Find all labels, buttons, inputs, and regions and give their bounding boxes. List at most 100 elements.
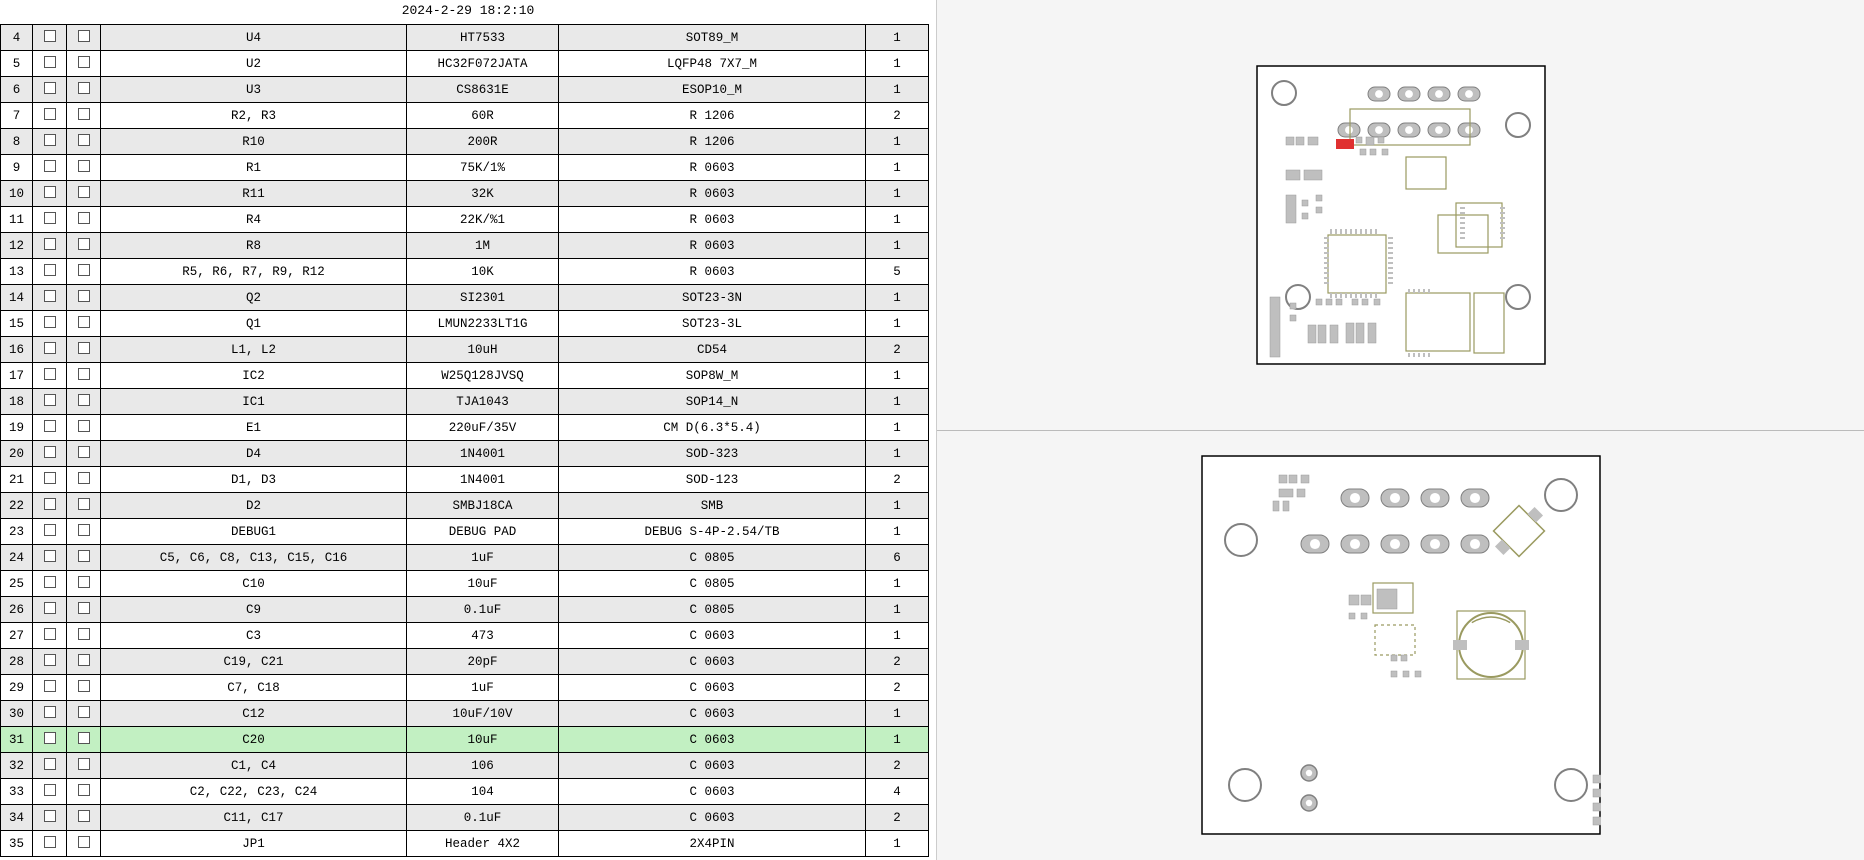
checkbox-icon[interactable] (78, 30, 90, 42)
checkbox-icon[interactable] (44, 394, 56, 406)
table-row[interactable]: 26C90.1uFC 08051 (1, 597, 929, 623)
pcb-top-canvas[interactable] (1256, 65, 1546, 365)
checkbox-icon[interactable] (78, 368, 90, 380)
checkbox-icon[interactable] (44, 368, 56, 380)
checkbox-icon[interactable] (44, 706, 56, 718)
checkbox-icon[interactable] (44, 108, 56, 120)
checkbox-icon[interactable] (78, 784, 90, 796)
table-row[interactable]: 15Q1LMUN2233LT1GSOT23-3L1 (1, 311, 929, 337)
checkbox-icon[interactable] (44, 472, 56, 484)
table-row[interactable]: 27C3473C 06031 (1, 623, 929, 649)
checkbox-icon[interactable] (44, 446, 56, 458)
checkbox-icon[interactable] (44, 628, 56, 640)
checkbox-icon[interactable] (78, 342, 90, 354)
checkbox-icon[interactable] (44, 160, 56, 172)
checkbox-icon[interactable] (44, 836, 56, 848)
table-row[interactable]: 10R1132KR 06031 (1, 181, 929, 207)
checkbox-icon[interactable] (78, 706, 90, 718)
checkbox-icon[interactable] (78, 82, 90, 94)
checkbox-icon[interactable] (44, 654, 56, 666)
checkbox-icon[interactable] (78, 212, 90, 224)
checkbox-icon[interactable] (44, 680, 56, 692)
checkbox-icon[interactable] (78, 524, 90, 536)
table-row[interactable]: 22D2SMBJ18CASMB1 (1, 493, 929, 519)
table-row[interactable]: 18IC1TJA1043SOP14_N1 (1, 389, 929, 415)
checkbox-icon[interactable] (78, 186, 90, 198)
checkbox-icon[interactable] (78, 134, 90, 146)
checkbox-icon[interactable] (44, 550, 56, 562)
table-row[interactable]: 16L1, L210uHCD542 (1, 337, 929, 363)
table-row[interactable]: 28C19, C2120pFC 06032 (1, 649, 929, 675)
checkbox-icon[interactable] (44, 420, 56, 432)
checkbox-icon[interactable] (44, 290, 56, 302)
checkbox-icon[interactable] (44, 576, 56, 588)
checkbox-icon[interactable] (78, 602, 90, 614)
table-row[interactable]: 23DEBUG1DEBUG PADDEBUG S-4P-2.54/TB1 (1, 519, 929, 545)
table-row[interactable]: 8R10200RR 12061 (1, 129, 929, 155)
pcb-bottom-view[interactable] (937, 431, 1864, 860)
table-row[interactable]: 34C11, C170.1uFC 06032 (1, 805, 929, 831)
checkbox-icon[interactable] (44, 56, 56, 68)
checkbox-icon[interactable] (44, 316, 56, 328)
checkbox-icon[interactable] (78, 316, 90, 328)
checkbox-icon[interactable] (44, 186, 56, 198)
checkbox-icon[interactable] (44, 134, 56, 146)
table-row[interactable]: 31C2010uFC 06031 (1, 727, 929, 753)
table-row[interactable]: 9R175K/1%R 06031 (1, 155, 929, 181)
table-row[interactable]: 17IC2W25Q128JVSQSOP8W_M1 (1, 363, 929, 389)
checkbox-icon[interactable] (44, 758, 56, 770)
checkbox-icon[interactable] (78, 472, 90, 484)
table-row[interactable]: 19E1220uF/35VCM D(6.3*5.4)1 (1, 415, 929, 441)
checkbox-icon[interactable] (44, 810, 56, 822)
table-row[interactable]: 21D1, D31N4001SOD-1232 (1, 467, 929, 493)
table-row[interactable]: 24C5, C6, C8, C13, C15, C161uFC 08056 (1, 545, 929, 571)
pcb-bottom-canvas[interactable] (1201, 455, 1601, 835)
pcb-top-view[interactable] (937, 0, 1864, 430)
checkbox-icon[interactable] (78, 836, 90, 848)
table-row[interactable]: 12R81MR 06031 (1, 233, 929, 259)
checkbox-icon[interactable] (44, 732, 56, 744)
table-row[interactable]: 35JP1Header 4X22X4PIN1 (1, 831, 929, 857)
table-row[interactable]: 33C2, C22, C23, C24104C 06034 (1, 779, 929, 805)
checkbox-icon[interactable] (44, 212, 56, 224)
table-row[interactable]: 20D41N4001SOD-3231 (1, 441, 929, 467)
checkbox-icon[interactable] (44, 264, 56, 276)
checkbox-icon[interactable] (78, 290, 90, 302)
checkbox-icon[interactable] (78, 420, 90, 432)
table-row[interactable]: 30C1210uF/10VC 06031 (1, 701, 929, 727)
checkbox-icon[interactable] (44, 784, 56, 796)
checkbox-icon[interactable] (44, 342, 56, 354)
bom-table-scroll[interactable]: 4U4HT7533SOT89_M15U2HC32F072JATALQFP48 7… (0, 24, 936, 860)
table-row[interactable]: 5U2HC32F072JATALQFP48 7X7_M1 (1, 51, 929, 77)
table-row[interactable]: 14Q2SI2301SOT23-3N1 (1, 285, 929, 311)
table-row[interactable]: 25C1010uFC 08051 (1, 571, 929, 597)
checkbox-icon[interactable] (78, 654, 90, 666)
table-row[interactable]: 4U4HT7533SOT89_M1 (1, 25, 929, 51)
checkbox-icon[interactable] (44, 238, 56, 250)
table-row[interactable]: 6U3CS8631EESOP10_M1 (1, 77, 929, 103)
checkbox-icon[interactable] (78, 446, 90, 458)
table-row[interactable]: 29C7, C181uFC 06032 (1, 675, 929, 701)
checkbox-icon[interactable] (44, 498, 56, 510)
checkbox-icon[interactable] (78, 628, 90, 640)
table-row[interactable]: 11R422K/%1R 06031 (1, 207, 929, 233)
checkbox-icon[interactable] (78, 550, 90, 562)
checkbox-icon[interactable] (78, 238, 90, 250)
checkbox-icon[interactable] (44, 30, 56, 42)
checkbox-icon[interactable] (78, 264, 90, 276)
checkbox-icon[interactable] (78, 394, 90, 406)
checkbox-icon[interactable] (44, 602, 56, 614)
checkbox-icon[interactable] (78, 732, 90, 744)
checkbox-icon[interactable] (78, 758, 90, 770)
checkbox-icon[interactable] (78, 108, 90, 120)
checkbox-icon[interactable] (78, 810, 90, 822)
checkbox-icon[interactable] (44, 524, 56, 536)
checkbox-icon[interactable] (78, 56, 90, 68)
checkbox-icon[interactable] (44, 82, 56, 94)
table-row[interactable]: 7R2, R360RR 12062 (1, 103, 929, 129)
checkbox-icon[interactable] (78, 576, 90, 588)
table-row[interactable]: 13R5, R6, R7, R9, R1210KR 06035 (1, 259, 929, 285)
checkbox-icon[interactable] (78, 680, 90, 692)
checkbox-icon[interactable] (78, 160, 90, 172)
table-row[interactable]: 32C1, C4106C 06032 (1, 753, 929, 779)
